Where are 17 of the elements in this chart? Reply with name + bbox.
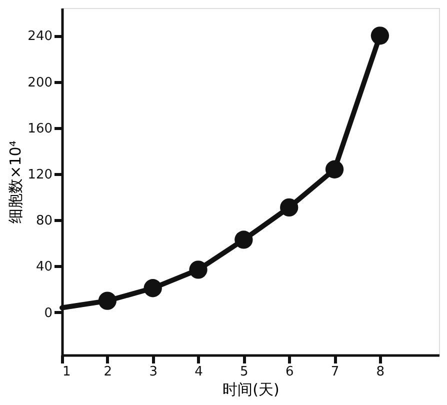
- x-tick-label: 2: [104, 364, 112, 380]
- y-tick-label: 0: [44, 306, 52, 321]
- y-axis-title: 细胞数×10⁴: [6, 140, 25, 224]
- y-tick-label: 40: [36, 260, 52, 275]
- y-tick-label: 120: [28, 168, 52, 183]
- y-tick-label: 200: [28, 75, 52, 90]
- x-tick-label: 5: [240, 364, 248, 380]
- y-tick-label: 240: [28, 29, 52, 44]
- y-tick-label: 80: [36, 214, 52, 229]
- x-tick-label: 4: [194, 364, 203, 380]
- x-axis-title: 时间(天): [222, 380, 280, 398]
- x-tick-label: 8: [376, 364, 385, 380]
- x-tick-label: 3: [149, 364, 158, 380]
- x-tick-label: 6: [285, 364, 294, 380]
- x-tick-label: 1: [62, 364, 71, 380]
- y-tick-label: 160: [28, 121, 52, 136]
- x-tick-label: 7: [330, 364, 340, 380]
